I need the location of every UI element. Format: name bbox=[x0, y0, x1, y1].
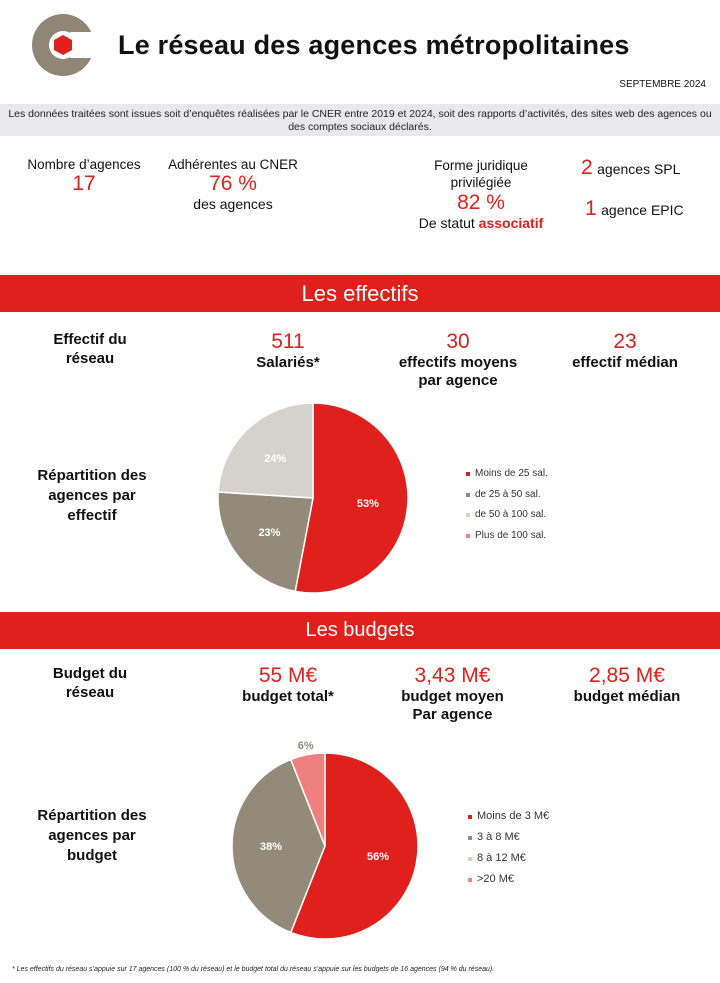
pie-slice-3 bbox=[217, 402, 314, 499]
legend-label: Plus de 100 sal. bbox=[475, 529, 547, 541]
kpi-legal-label: Forme juridique privilégiée bbox=[434, 158, 528, 190]
legend-item-4: Plus de 100 sal. bbox=[466, 526, 548, 547]
kpi-agencies: Nombre d’agences 17 bbox=[14, 157, 154, 196]
kpi-legal-sub: De statut associatif bbox=[398, 215, 564, 231]
budgets-total-label: budget total* bbox=[242, 688, 334, 705]
effectifs-total-value: 511 bbox=[271, 330, 305, 353]
pie-data-label-4: 6% bbox=[298, 740, 314, 752]
pie-slice-4 bbox=[289, 752, 326, 847]
legend-swatch bbox=[466, 513, 470, 518]
kpi-epic-value: 1 bbox=[585, 197, 597, 220]
effectifs-mean-value: 30 bbox=[446, 330, 470, 353]
legend-item-3: 8 à 12 M€ bbox=[468, 848, 549, 869]
legend-swatch bbox=[468, 835, 472, 840]
pie-data-label-3: 24% bbox=[264, 453, 286, 465]
kpi-members-sub: des agences bbox=[193, 196, 273, 212]
legend-label: Moins de 3 M€ bbox=[477, 810, 550, 822]
budgets-chart-label: Répartition des agences par budget bbox=[37, 807, 147, 864]
section-banner-budgets: Les budgets bbox=[0, 612, 720, 649]
budgets-mean-label: budget moyen Par agence bbox=[401, 688, 504, 723]
pie-slice-2 bbox=[217, 491, 314, 593]
kpi-legal-sub-prefix: De statut bbox=[418, 215, 475, 231]
budgets-total-value: 55 M€ bbox=[258, 664, 318, 687]
budgets-median: 2,85 M€ budget médian bbox=[552, 664, 702, 706]
effectifs-chart-label: Répartition des agences par effectif bbox=[37, 467, 147, 524]
legend-label: 8 à 12 M€ bbox=[477, 852, 526, 864]
effectifs-mean: 30 effectifs moyens par agence bbox=[378, 330, 538, 390]
kpi-spl-label: agences SPL bbox=[597, 161, 681, 177]
kpi-legal-sub-highlight: associatif bbox=[478, 215, 544, 231]
kpi-agencies-label: Nombre d’agences bbox=[27, 157, 141, 172]
section-banner-effectifs: Les effectifs bbox=[0, 275, 720, 312]
kpi-members-label: Adhérentes au CNER bbox=[168, 157, 298, 172]
kpi-agencies-value: 17 bbox=[72, 172, 96, 195]
pie-data-label-1: 56% bbox=[367, 851, 389, 863]
budgets-mean-value: 3,43 M€ bbox=[414, 664, 491, 687]
kpi-epic: 1 agence EPIC bbox=[585, 197, 684, 221]
kpi-spl: 2 agences SPL bbox=[581, 156, 680, 180]
kpi-legal-value: 82 % bbox=[457, 191, 505, 214]
legend-item-2: de 25 à 50 sal. bbox=[466, 485, 548, 506]
page-title: Le réseau des agences métropolitaines bbox=[118, 30, 630, 60]
legend-swatch bbox=[468, 814, 472, 819]
pie-data-label-2: 23% bbox=[258, 527, 280, 539]
effectifs-median-label: effectif médian bbox=[572, 354, 678, 371]
footnote: * Les effectifs du réseau s’appuie sur 1… bbox=[12, 966, 495, 973]
effectifs-row-label: Effectif du réseau bbox=[53, 331, 127, 367]
legend-swatch bbox=[468, 877, 472, 882]
pie-slice-1 bbox=[289, 752, 419, 940]
kpi-spl-value: 2 bbox=[581, 156, 593, 179]
legend-label: >20 M€ bbox=[477, 873, 514, 885]
budgets-row-label: Budget du réseau bbox=[52, 665, 128, 701]
effectifs-median-value: 23 bbox=[613, 330, 637, 353]
pie-data-label-2: 38% bbox=[260, 841, 282, 853]
pie-slice-2 bbox=[231, 758, 326, 934]
pie-chart-effectifs: 53% 23% 24% bbox=[217, 402, 409, 594]
pie-slice-1 bbox=[294, 402, 409, 594]
legend-item-1: Moins de 3 M€ bbox=[468, 806, 549, 827]
legend-swatch bbox=[466, 533, 470, 538]
legend-swatch bbox=[468, 856, 472, 861]
effectifs-mean-label: effectifs moyens par agence bbox=[398, 354, 518, 389]
legend-label: Moins de 25 sal. bbox=[475, 468, 548, 479]
legend-label: 3 à 8 M€ bbox=[477, 831, 520, 843]
legend-effectifs: Moins de 25 sal. de 25 à 50 sal. de 50 à 1… bbox=[466, 464, 548, 546]
budgets-total: 55 M€ budget total* bbox=[218, 664, 358, 706]
budgets-mean: 3,43 M€ budget moyen Par agence bbox=[375, 664, 530, 724]
logo bbox=[32, 14, 96, 76]
legend-item-4: >20 M€ bbox=[468, 869, 549, 890]
legend-label: de 25 à 50 sal. bbox=[475, 488, 541, 500]
kpi-members: Adhérentes au CNER 76 % des agences bbox=[158, 157, 308, 212]
legend-item-3: de 50 à 100 sal. bbox=[466, 505, 548, 526]
legend-label: de 50 à 100 sal. bbox=[475, 509, 547, 520]
pie-data-label-1: 53% bbox=[357, 498, 379, 510]
kpi-legal-form: Forme juridique privilégiée 82 % De stat… bbox=[398, 157, 564, 231]
kpi-members-value: 76 % bbox=[209, 172, 257, 195]
report-date: SEPTEMBRE 2024 bbox=[619, 79, 706, 90]
effectifs-median: 23 effectif médian bbox=[550, 330, 700, 372]
data-source-notice: Les données traitées sont issues soit d’… bbox=[0, 104, 720, 136]
legend-item-1: Moins de 25 sal. bbox=[466, 464, 548, 485]
budgets-median-label: budget médian bbox=[573, 688, 681, 705]
legend-swatch bbox=[466, 492, 470, 497]
budgets-median-value: 2,85 M€ bbox=[589, 664, 665, 687]
legend-budgets: Moins de 3 M€ 3 à 8 M€ 8 à 12 M€ >20 M€ bbox=[468, 806, 549, 890]
effectifs-total: 511 Salariés* bbox=[228, 330, 348, 372]
kpi-epic-label: agence EPIC bbox=[601, 202, 684, 218]
effectifs-total-label: Salariés* bbox=[256, 354, 320, 371]
logo-mark bbox=[32, 14, 96, 76]
pie-chart-budgets: 56% 38% 6% bbox=[231, 740, 419, 940]
legend-swatch bbox=[466, 472, 470, 477]
legend-item-2: 3 à 8 M€ bbox=[468, 827, 549, 848]
